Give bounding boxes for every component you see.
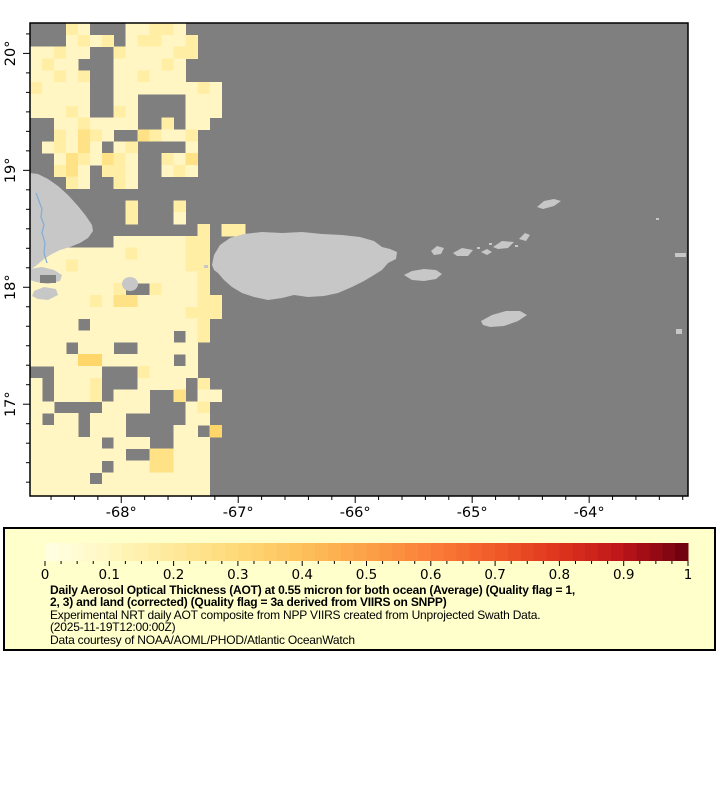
no-data-patch-over-land xyxy=(40,275,56,283)
culebra-island xyxy=(431,246,444,255)
x-axis xyxy=(50,496,684,503)
islet-2 xyxy=(489,243,492,245)
svg-text:0.2: 0.2 xyxy=(163,567,184,583)
svg-text:0.7: 0.7 xyxy=(484,567,505,583)
legend-title-line2: 2, 3) and land (corrected) (Quality flag… xyxy=(50,595,447,610)
svg-text:0.4: 0.4 xyxy=(291,567,312,583)
st-john-island xyxy=(481,249,492,255)
mona-island xyxy=(122,277,138,291)
svg-text:17°: 17° xyxy=(3,391,19,417)
st-thomas-island xyxy=(453,248,473,256)
puerto-rico xyxy=(212,232,397,300)
legend-text-block: Daily Aerosol Optical Thickness (AOT) at… xyxy=(50,584,705,646)
desecheo-island xyxy=(204,265,208,268)
svg-text:1: 1 xyxy=(684,567,693,583)
svg-text:0.5: 0.5 xyxy=(356,567,377,583)
legend-credit: Data courtesy of NOAA/AOML/PHOD/Atlantic… xyxy=(50,632,355,647)
svg-text:0.3: 0.3 xyxy=(227,567,248,583)
hispaniola-east-coast xyxy=(30,173,93,270)
vieques-island xyxy=(404,269,442,281)
svg-text:-68°: -68° xyxy=(106,505,137,521)
svg-text:20°: 20° xyxy=(3,41,19,67)
svg-text:0.8: 0.8 xyxy=(549,567,570,583)
legend-timestamp: (2025-11-19T12:00:00Z) xyxy=(50,620,176,635)
svg-text:-65°: -65° xyxy=(457,505,488,521)
saona-island xyxy=(32,287,58,300)
colorbar-ticks xyxy=(44,561,689,566)
svg-text:-67°: -67° xyxy=(223,505,254,521)
virgin-gorda-island xyxy=(519,233,530,241)
east-edge-islet-1 xyxy=(675,253,686,257)
map-border xyxy=(29,22,689,497)
land-masses xyxy=(30,173,686,334)
x-axis-labels: -68° -67° -66° -65° -64° xyxy=(106,505,605,521)
svg-text:0.1: 0.1 xyxy=(99,567,120,583)
aot-map: -68° -67° -66° -65° -64° 20° 19° 18° 17° xyxy=(3,22,689,521)
anegada-island xyxy=(537,199,561,209)
svg-text:18°: 18° xyxy=(3,274,19,300)
y-axis-labels: 20° 19° 18° 17° xyxy=(3,41,19,418)
islet-3 xyxy=(515,245,518,247)
svg-text:0.9: 0.9 xyxy=(613,567,634,583)
svg-text:0.6: 0.6 xyxy=(420,567,441,583)
svg-text:-66°: -66° xyxy=(340,505,371,521)
colorbar-gradient xyxy=(45,543,689,561)
east-edge-islet-2 xyxy=(676,329,682,334)
legend-panel: 0 0.1 0.2 0.3 0.4 0.5 0.6 0.7 0.8 0.9 1 Daily Aero… xyxy=(3,527,716,651)
st-croix-island xyxy=(481,311,527,327)
legend-description: Experimental NRT daily AOT composite fro… xyxy=(50,607,541,622)
river-line xyxy=(35,192,48,264)
colorbar-labels: 0 0.1 0.2 0.3 0.4 0.5 0.6 0.7 0.8 0.9 1 xyxy=(41,567,693,583)
colorbar: 0 0.1 0.2 0.3 0.4 0.5 0.6 0.7 0.8 0.9 1 xyxy=(41,543,693,583)
tortola-island xyxy=(493,241,514,249)
svg-text:-64°: -64° xyxy=(574,505,605,521)
y-axis xyxy=(23,33,30,483)
sombrero-islet xyxy=(656,218,659,220)
legend-title-line1: Daily Aerosol Optical Thickness (AOT) at… xyxy=(50,583,576,597)
svg-text:19°: 19° xyxy=(3,157,19,183)
islet-1 xyxy=(477,247,480,249)
svg-text:0: 0 xyxy=(41,567,50,583)
